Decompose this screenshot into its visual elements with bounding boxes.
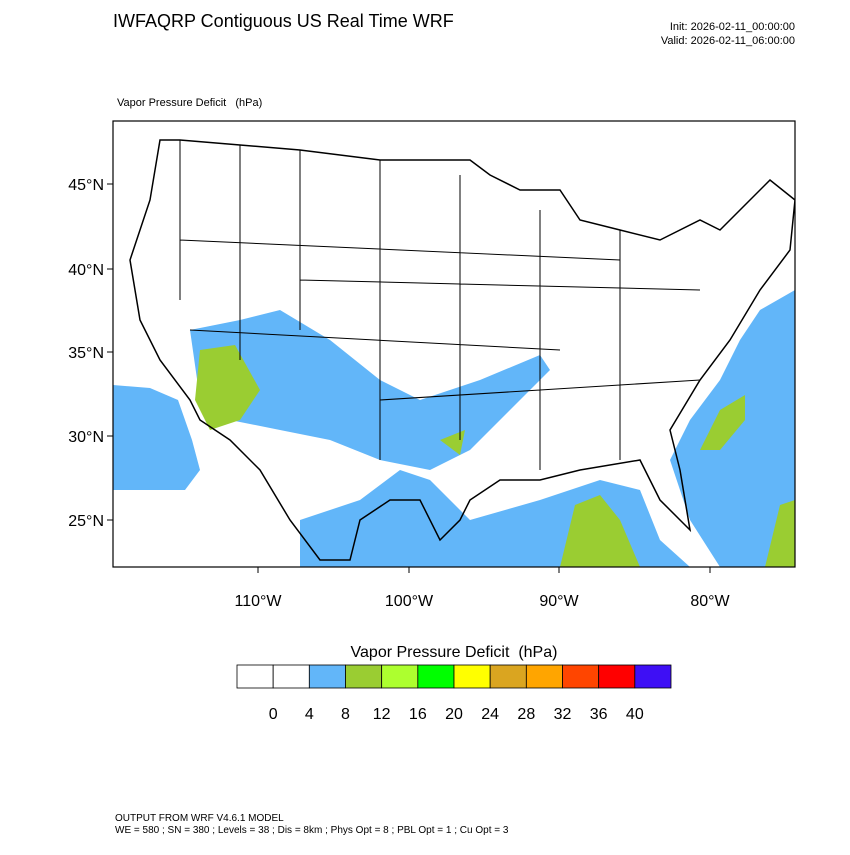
state-borders	[179, 140, 701, 470]
colorbar-label: 40	[626, 706, 644, 723]
colorbar-label: 28	[517, 706, 535, 723]
colorbar-box	[236, 664, 274, 689]
colorbar-box	[272, 664, 310, 689]
lat-label: 35°N	[68, 345, 104, 362]
colorbar-box	[345, 664, 383, 689]
colorbar-title: Vapor Pressure Deficit (hPa)	[351, 644, 558, 661]
lon-label: 90°W	[539, 593, 579, 610]
colorbar-box	[381, 664, 419, 689]
valid-time: Valid: 2026-02-11_06:00:00	[661, 35, 795, 47]
shading-green-land	[195, 345, 465, 455]
lon-label: 110°W	[234, 593, 282, 610]
lat-label: 40°N	[68, 262, 104, 279]
colorbar-label: 4	[305, 706, 314, 723]
colorbar-label: 20	[445, 706, 463, 723]
colorbar-label: 0	[269, 706, 278, 723]
title: IWFAQRP Contiguous US Real Time WRF	[113, 11, 454, 31]
colorbar-box	[634, 664, 672, 689]
colorbar-label: 32	[554, 706, 572, 723]
field-label: Vapor Pressure Deficit (hPa)	[117, 97, 262, 109]
colorbar-label: 24	[481, 706, 499, 723]
colorbar-box	[489, 664, 527, 689]
init-time: Init: 2026-02-11_00:00:00	[670, 21, 795, 33]
coastline	[129, 139, 795, 561]
lon-label: 80°W	[690, 593, 730, 610]
colorbar-label: 16	[409, 706, 427, 723]
footer-line: WE = 580 ; SN = 380 ; Levels = 38 ; Dis …	[115, 825, 509, 836]
map-frame	[112, 120, 796, 568]
map-layer	[113, 121, 795, 567]
colorbar-box	[308, 664, 346, 689]
colorbar-box	[417, 664, 455, 689]
footer-line: OUTPUT FROM WRF V4.6.1 MODEL	[115, 813, 284, 824]
lat-label: 45°N	[68, 177, 104, 194]
shading-pacific	[113, 385, 200, 490]
colorbar-box	[525, 664, 563, 689]
colorbar-box	[562, 664, 600, 689]
colorbar-box	[598, 664, 636, 689]
lat-label: 25°N	[68, 513, 104, 530]
shading-green-ocean	[560, 395, 795, 567]
lon-label: 100°W	[385, 593, 434, 610]
colorbar-label: 36	[590, 706, 608, 723]
colorbar-box	[453, 664, 491, 689]
lat-label: 30°N	[68, 429, 104, 446]
colorbar-label: 8	[341, 706, 350, 723]
colorbar-label: 12	[373, 706, 391, 723]
